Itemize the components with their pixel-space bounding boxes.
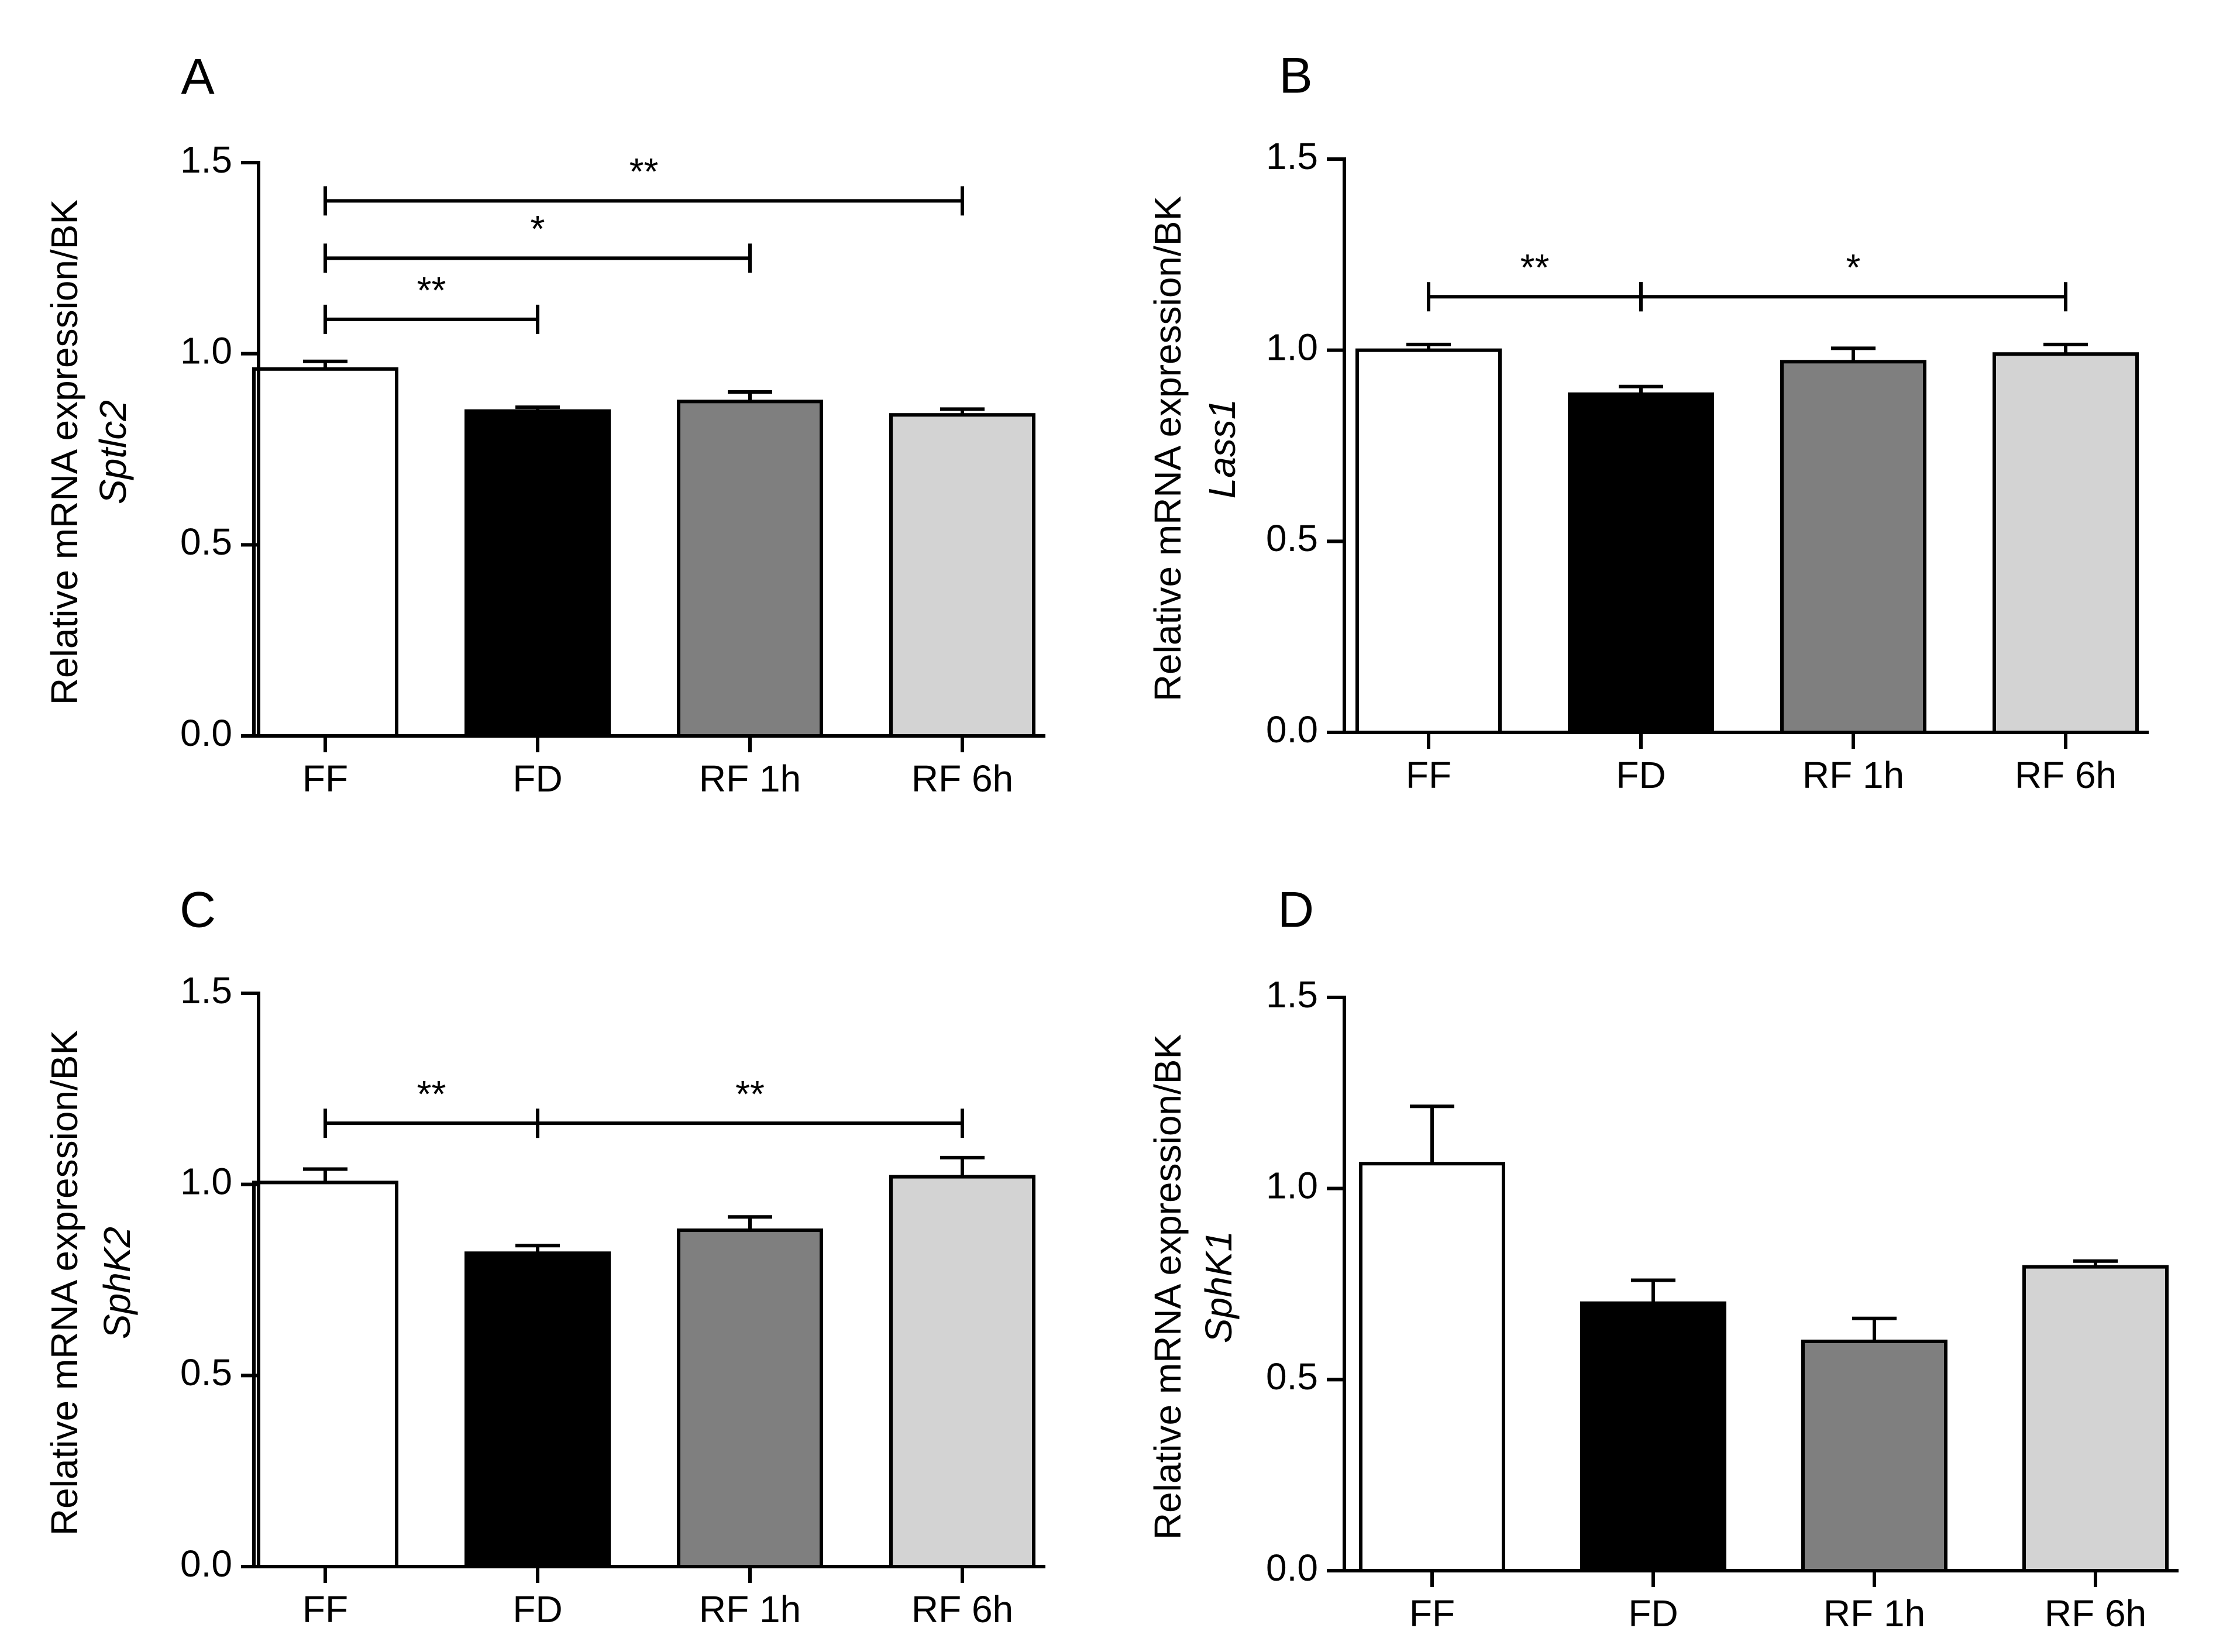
bar-rf-1h: [677, 1228, 823, 1568]
y-axis-gene: Sptlc2: [92, 400, 134, 504]
bar-rf-6h: [1993, 352, 2139, 734]
x-tick-label: FF: [302, 1588, 348, 1630]
significance-label: **: [417, 269, 446, 311]
x-tick-label: RF 6h: [2045, 1592, 2146, 1634]
y-tick-label: 0.0: [180, 1543, 232, 1585]
y-tick-label: 0.0: [1266, 708, 1318, 751]
y-tick-label: 1.5: [1266, 973, 1318, 1016]
x-tick-label: RF 6h: [911, 758, 1013, 800]
panel-label: A: [181, 49, 215, 105]
x-tick-label: FF: [1409, 1592, 1455, 1634]
x-tick-label: FD: [1628, 1592, 1678, 1634]
significance-label: **: [629, 150, 659, 192]
x-tick-label: FD: [1616, 754, 1666, 796]
x-tick-label: RF 6h: [911, 1588, 1013, 1630]
y-tick-label: 0.5: [180, 1351, 232, 1393]
bar-fd: [1568, 392, 1714, 734]
bar-ff: [252, 367, 398, 738]
bar-rf-1h: [677, 400, 823, 738]
significance-label: *: [1846, 246, 1861, 288]
x-tick-label: RF 1h: [1823, 1592, 1925, 1634]
y-tick-label: 1.5: [1266, 135, 1318, 177]
bar-rf-6h: [889, 1175, 1035, 1568]
significance-label: **: [1520, 246, 1550, 288]
x-tick-label: RF 6h: [2015, 754, 2117, 796]
y-axis-title: Relative mRNA expression/BK: [43, 1030, 85, 1536]
bar-ff: [1355, 348, 1502, 734]
y-axis-title: Relative mRNA expression/BK: [1147, 1034, 1189, 1540]
bar-fd: [1580, 1301, 1726, 1573]
x-tick-label: RF 1h: [1802, 754, 1904, 796]
y-tick-label: 0.5: [180, 521, 232, 563]
bar-fd: [464, 1251, 611, 1568]
y-tick-label: 1.0: [180, 1161, 232, 1203]
y-tick-label: 0.0: [180, 712, 232, 754]
chart-panel-b: B Relative mRNA expression/BK Lass1 0.0 0.5 1…: [1147, 48, 2149, 796]
y-tick-label: 1.0: [1266, 1165, 1318, 1207]
y-tick-label: 0.5: [1266, 517, 1318, 559]
bar-rf-6h: [889, 413, 1035, 738]
y-axis-gene: SphK1: [1198, 1231, 1240, 1343]
x-tick-label: FD: [512, 758, 562, 800]
panel-label: C: [180, 882, 216, 938]
y-tick-label: 0.5: [1266, 1355, 1318, 1398]
y-axis-gene: Lass1: [1201, 399, 1243, 499]
y-tick-label: 1.0: [180, 330, 232, 372]
x-tick-label: FF: [1406, 754, 1451, 796]
bar-rf-1h: [1780, 360, 1926, 734]
chart-panel-a: A Relative mRNA expression/BK Sptlc2 0.0 0.5…: [43, 49, 1045, 800]
x-tick-label: FD: [512, 1588, 562, 1630]
significance-label: **: [735, 1073, 765, 1115]
bar-rf-1h: [1801, 1340, 1947, 1572]
panel-label: B: [1279, 48, 1312, 104]
y-tick-label: 1.0: [1266, 326, 1318, 369]
x-tick-label: RF 1h: [699, 1588, 801, 1630]
x-tick-label: FF: [302, 758, 348, 800]
chart-panel-c: C Relative mRNA expression/BK SphK2 0.0 0.5 1…: [43, 882, 1045, 1630]
y-tick-label: 0.0: [1266, 1547, 1318, 1589]
y-axis-gene: SphK2: [96, 1227, 138, 1339]
significance-label: *: [531, 208, 545, 250]
panel-label: D: [1278, 882, 1314, 938]
x-tick-label: RF 1h: [699, 758, 801, 800]
chart-panel-d: D Relative mRNA expression/BK SphK1 0.0 0.5 1…: [1147, 882, 2179, 1634]
y-axis-title: Relative mRNA expression/BK: [43, 199, 85, 705]
y-tick-label: 1.5: [180, 969, 232, 1011]
significance-label: **: [417, 1073, 446, 1115]
bar-fd: [464, 409, 611, 738]
y-tick-label: 1.5: [180, 139, 232, 181]
bar-rf-6h: [2022, 1265, 2169, 1573]
bar-ff: [1359, 1162, 1505, 1572]
bar-ff: [252, 1181, 398, 1568]
y-axis-title: Relative mRNA expression/BK: [1147, 196, 1189, 701]
